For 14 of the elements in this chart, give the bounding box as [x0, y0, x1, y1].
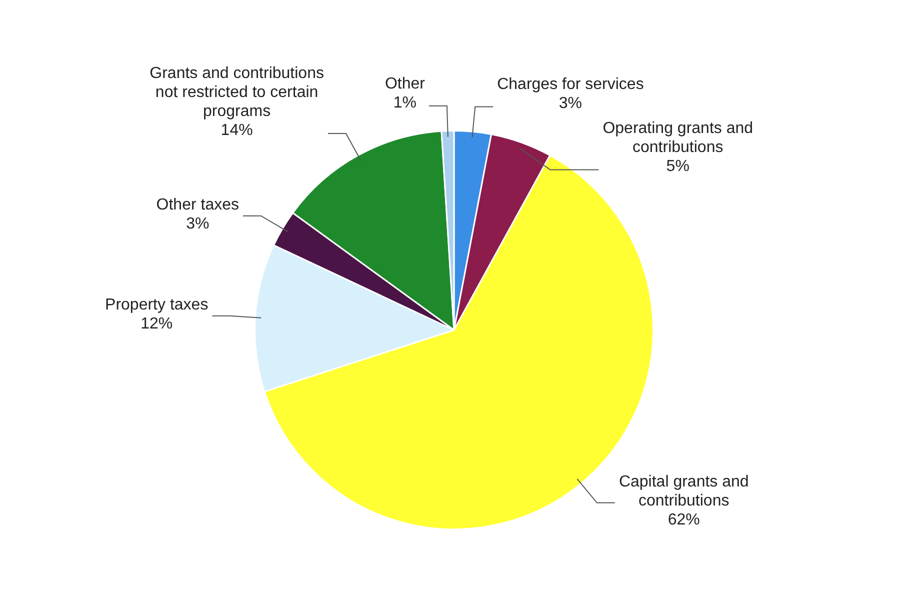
- data-label: 12%: [140, 315, 173, 332]
- slice-label: Grants and contributions not restricted to certain programs: [150, 64, 324, 120]
- data-label: 3%: [186, 215, 210, 232]
- slice-label: Charges for services: [497, 76, 644, 94]
- slice-label: Operating grants and contributions: [602, 120, 754, 156]
- data-label: 14%: [220, 122, 253, 139]
- data-label: 1%: [393, 94, 417, 112]
- slice-label: Capital grants and contributions: [618, 474, 749, 510]
- data-label: 62%: [668, 512, 700, 529]
- data-label: 3%: [558, 95, 582, 112]
- slice-label: Other: [384, 75, 426, 92]
- slice-label: Property taxes: [105, 296, 208, 314]
- data-label: 5%: [666, 158, 690, 176]
- slice-label: Other taxes: [156, 196, 239, 214]
